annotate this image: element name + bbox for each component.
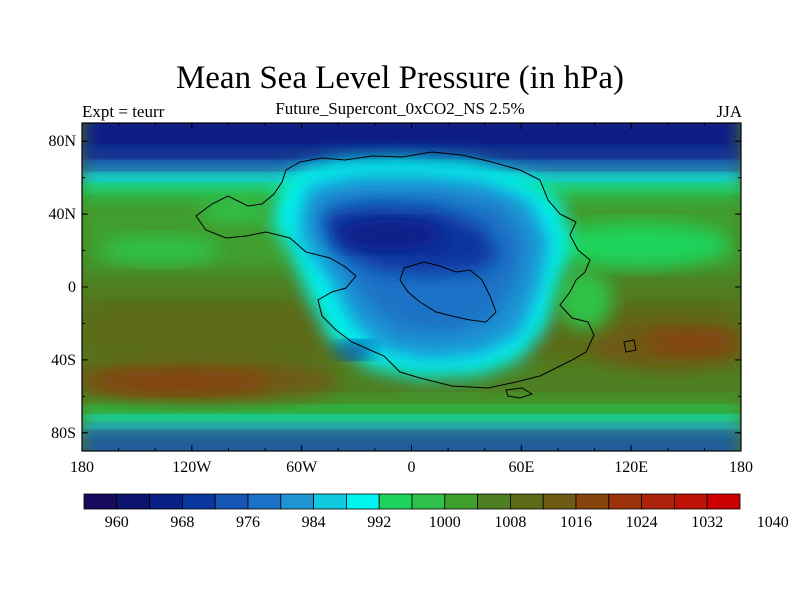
colorbar-swatch <box>542 493 577 510</box>
colorbar-label: 1024 <box>626 514 658 531</box>
colorbar-swatch <box>706 493 741 510</box>
colorbar-swatch <box>575 493 610 510</box>
colorbar-swatch <box>313 493 347 510</box>
colorbar-swatch <box>181 493 216 510</box>
island-coastline <box>623 339 637 353</box>
colorbar-label: 984 <box>302 514 326 531</box>
inland-sea-coastline <box>399 261 497 323</box>
colorbar-swatch <box>149 493 183 510</box>
lon-tick-label: 180 <box>729 459 753 476</box>
lon-tick-label: 120E <box>614 459 648 476</box>
lat-tick-label: 80S <box>51 425 76 442</box>
colorbar-label: 1008 <box>494 514 526 531</box>
continent-coastline <box>195 151 595 389</box>
map-title: Mean Sea Level Pressure (in hPa) <box>175 60 625 96</box>
lon-tick-label: 180 <box>70 459 94 476</box>
lat-tick-label: 80N <box>48 133 76 150</box>
colorbar-swatch <box>411 493 446 510</box>
colorbar-swatch <box>378 493 413 510</box>
colorbar-swatch <box>444 493 478 510</box>
lat-tick-label: 0 <box>68 279 76 296</box>
colorbar-label: 1000 <box>429 514 461 531</box>
season-label: JJA <box>716 102 742 121</box>
island-coastline <box>505 387 534 399</box>
colorbar-swatch <box>214 493 249 510</box>
colorbar-label: 968 <box>170 514 194 531</box>
colorbar-swatch <box>674 493 708 510</box>
colorbar-swatch <box>116 493 151 510</box>
lon-tick-label: 60W <box>286 459 318 476</box>
colorbar-label: 960 <box>105 514 129 531</box>
map-frame: 180 120W 60W 0 60E 120E 180 80N 40N 0 40S 80S <box>48 122 753 476</box>
colorbar-swatch <box>509 493 544 510</box>
colorbar-swatch <box>83 493 118 510</box>
colorbar-label: 1032 <box>691 514 723 531</box>
lat-tick-label: 40S <box>51 352 76 369</box>
map-subtitle: Future_Supercont_0xCO2_NS 2.5% <box>275 99 525 118</box>
colorbar-swatch <box>641 493 675 510</box>
colorbar-swatch <box>280 493 314 510</box>
lat-tick-label: 40N <box>48 206 76 223</box>
lon-tick-label: 0 <box>408 459 416 476</box>
lon-tick-label: 120W <box>172 459 212 476</box>
colorbar-swatch <box>477 493 511 510</box>
experiment-label: Expt = teurr <box>82 102 165 121</box>
colorbar-swatch <box>345 493 380 510</box>
colorbar-swatch <box>247 493 282 510</box>
pressure-field <box>82 123 741 451</box>
colorbar-label: 976 <box>236 514 260 531</box>
colorbar-swatch <box>608 493 642 510</box>
colorbar: 960 968 976 984 992 1000 1008 1016 1024 1032 1040 <box>83 493 789 531</box>
colorbar-label: 1040 <box>757 514 789 531</box>
lon-tick-label: 60E <box>508 459 534 476</box>
colorbar-label: 1016 <box>560 514 592 531</box>
colorbar-label: 992 <box>367 514 391 531</box>
